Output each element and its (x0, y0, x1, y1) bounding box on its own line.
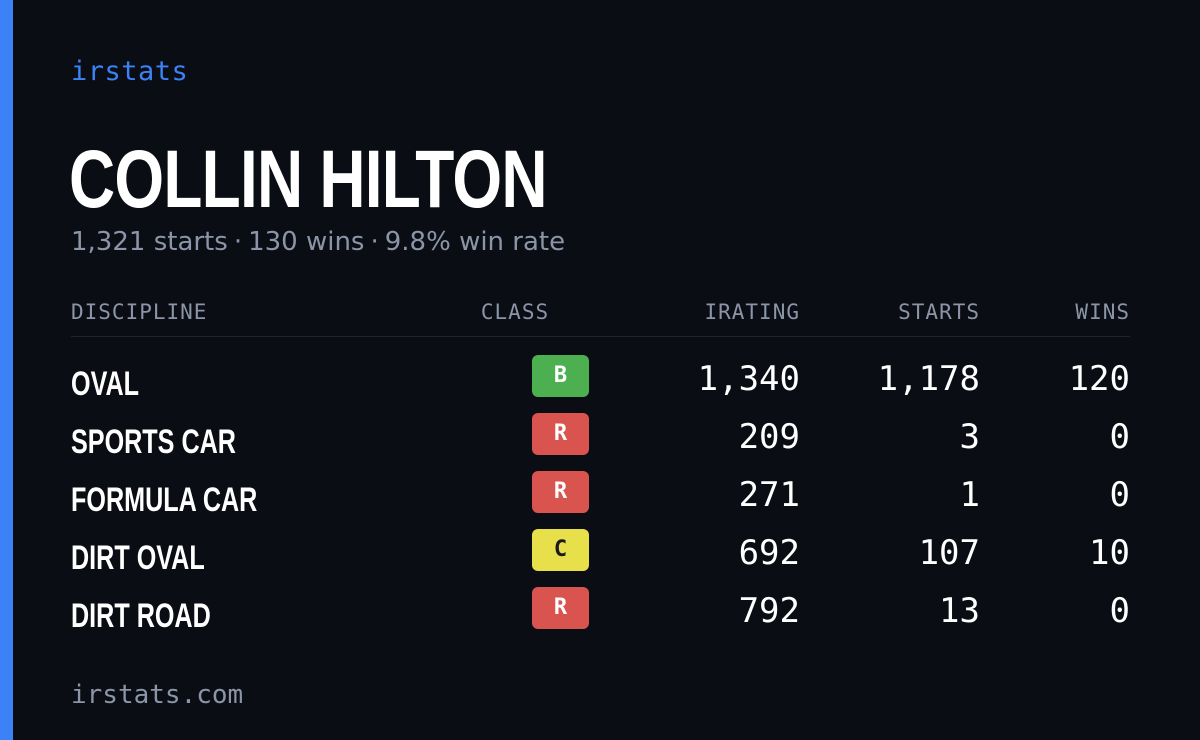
row-discipline: FORMULA CAR (71, 481, 258, 519)
row-discipline: DIRT ROAD (71, 597, 211, 635)
row-discipline: SPORTS CAR (71, 423, 236, 461)
table-row: OVAL B 1,340 1,178 120 (71, 350, 1130, 408)
summary-win-rate: 9.8% win rate (384, 227, 566, 257)
class-badge: R (532, 413, 589, 455)
header-irating: IRATING (704, 300, 800, 324)
driver-name: COLLIN HILTON (69, 134, 548, 225)
class-badge: R (532, 471, 589, 513)
row-wins: 0 (1109, 417, 1130, 457)
row-irating: 271 (738, 475, 800, 515)
row-starts: 1 (959, 475, 980, 515)
summary-starts: 1,321 starts (71, 227, 228, 257)
header-wins: WINS (1075, 300, 1130, 324)
header-starts: STARTS (898, 300, 980, 324)
summary-separator: · (233, 227, 243, 257)
row-irating: 1,340 (697, 359, 800, 399)
driver-summary: 1,321 starts · 130 wins · 9.8% win rate (71, 227, 565, 257)
row-wins: 0 (1109, 475, 1130, 515)
row-wins: 0 (1109, 591, 1130, 631)
row-starts: 3 (959, 417, 980, 457)
header-class: CLASS (480, 300, 550, 324)
row-discipline: OVAL (71, 365, 140, 403)
class-badge: C (532, 529, 589, 571)
table-row: DIRT ROAD R 792 13 0 (71, 582, 1130, 640)
header-discipline: DISCIPLINE (71, 300, 208, 324)
row-wins: 120 (1068, 359, 1130, 399)
row-discipline: DIRT OVAL (71, 539, 205, 577)
table-row: FORMULA CAR R 271 1 0 (71, 466, 1130, 524)
row-irating: 692 (738, 533, 800, 573)
row-wins: 10 (1089, 533, 1130, 573)
summary-wins: 130 wins (248, 227, 365, 257)
class-badge: B (532, 355, 589, 397)
table-row: SPORTS CAR R 209 3 0 (71, 408, 1130, 466)
row-starts: 1,178 (877, 359, 980, 399)
row-starts: 107 (918, 533, 980, 573)
row-starts: 13 (939, 591, 980, 631)
table-header: DISCIPLINE CLASS IRATING STARTS WINS (71, 300, 1130, 337)
class-badge: R (532, 587, 589, 629)
table-row: DIRT OVAL C 692 107 10 (71, 524, 1130, 582)
accent-bar (0, 0, 13, 740)
row-irating: 209 (738, 417, 800, 457)
discipline-table: OVAL B 1,340 1,178 120 SPORTS CAR R 209 … (71, 350, 1130, 640)
row-irating: 792 (738, 591, 800, 631)
footer-url: irstats.com (71, 680, 244, 710)
brand-logo: irstats (71, 56, 189, 87)
summary-separator: · (370, 227, 379, 257)
